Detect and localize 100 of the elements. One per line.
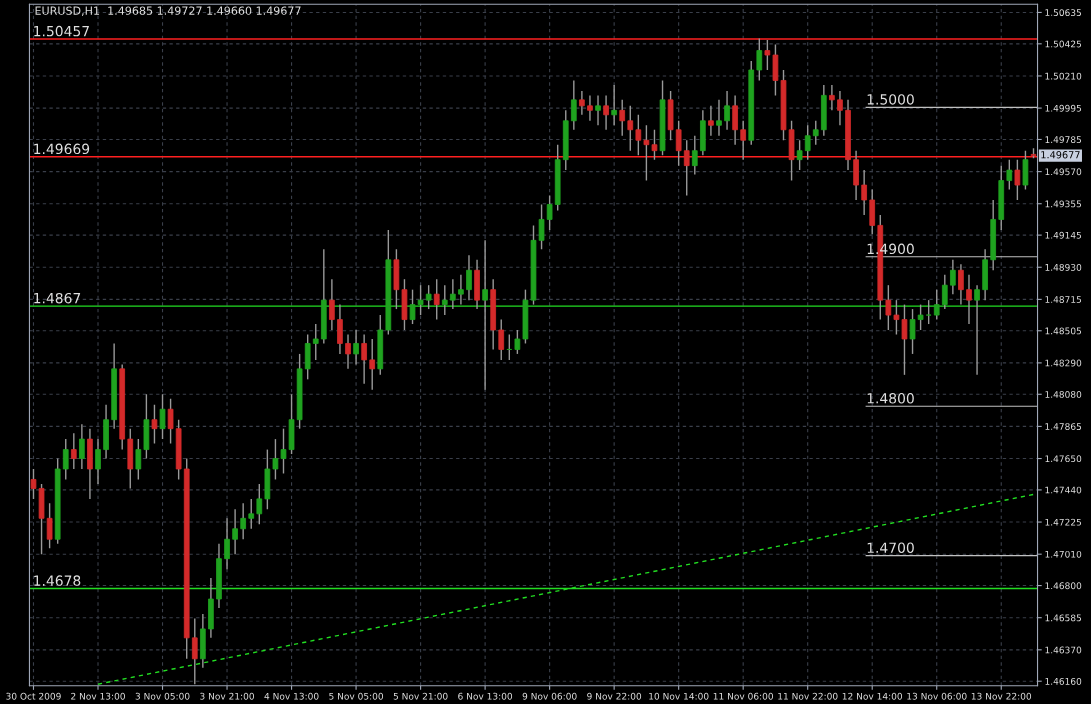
ref-line-label: 1.49669 (34, 143, 90, 155)
chart-title: EURUSD,H1 1.49685 1.49727 1.49660 1.49677 (35, 6, 301, 16)
x-tick-label: 9 Nov 22:00 (587, 692, 642, 700)
ref-line-label: 1.4800 (867, 393, 914, 404)
x-tick-label: 5 Nov 05:00 (329, 692, 384, 700)
candlestick (232, 508, 238, 555)
ref-line-label: 1.4678 (34, 575, 81, 586)
candlestick (829, 84, 835, 112)
candlestick (425, 284, 432, 310)
candlestick (151, 404, 158, 445)
candlestick (643, 124, 650, 182)
y-tick-label: 1.46370 (1045, 646, 1082, 654)
candlestick (796, 139, 803, 171)
candlestick (756, 37, 763, 82)
candlestick (159, 393, 166, 440)
y-tick-label: 1.47010 (1045, 550, 1082, 558)
text: 1.49677 (1041, 151, 1080, 159)
candlestick (812, 120, 819, 146)
x-tick-label: 11 Nov 22:00 (778, 692, 838, 700)
candlestick (135, 438, 142, 481)
y-tick-label: 1.50210 (1045, 72, 1082, 80)
candlestick (651, 129, 658, 161)
y-tick-label: 1.46160 (1045, 677, 1082, 685)
candlestick (635, 114, 642, 156)
candlestick (950, 259, 956, 295)
candlestick (804, 124, 811, 161)
candlestick (409, 288, 416, 325)
x-tick-label: 3 Nov 05:00 (135, 692, 190, 700)
candlestick (441, 284, 448, 316)
candlestick (587, 94, 593, 122)
candlestick (861, 169, 867, 216)
candlestick (603, 94, 609, 131)
candlestick (909, 308, 916, 355)
candlestick (885, 284, 892, 331)
x-tick-label: 6 Nov 13:00 (458, 692, 513, 700)
candlestick (353, 329, 359, 366)
candlestick (716, 99, 722, 137)
candlestick (691, 135, 698, 176)
candlestick (240, 502, 247, 540)
y-tick-label: 1.47865 (1045, 423, 1082, 430)
candlestick (579, 90, 585, 116)
candlestick (675, 120, 682, 167)
y-tick-label: 1.48715 (1045, 296, 1082, 303)
y-tick-label: 1.48080 (1045, 391, 1082, 398)
candlestick (933, 288, 940, 321)
candlestick (248, 498, 255, 530)
y-tick-label: 1.49570 (1045, 168, 1082, 176)
candlestick (974, 284, 980, 376)
x-tick-label: 12 Nov 14:00 (842, 692, 903, 700)
y-tick-label: 1.48505 (1045, 327, 1082, 335)
candlestick (482, 239, 488, 391)
y-tick-label: 1.50635 (1045, 9, 1082, 16)
candlestick (272, 438, 279, 481)
candlestick (1006, 158, 1013, 191)
x-tick-label: 13 Nov 06:00 (907, 692, 967, 700)
candlestick (619, 99, 626, 137)
candlestick (95, 438, 101, 485)
x-tick-label: 9 Nov 06:00 (522, 692, 577, 700)
candlestick (417, 284, 424, 316)
candlestick (683, 139, 690, 197)
candlestick (941, 274, 948, 310)
candlestick (514, 329, 521, 355)
ref-line-label: 1.4867 (34, 292, 81, 304)
candlestick (925, 299, 932, 325)
x-tick-label: 4 Nov 13:00 (264, 692, 319, 700)
candlestick (224, 517, 230, 570)
y-tick-label: 1.47225 (1045, 518, 1082, 526)
candlestick (724, 90, 730, 131)
candlestick (345, 333, 351, 370)
candlestick (893, 299, 900, 336)
x-tick-label: 5 Nov 21:00 (393, 692, 448, 700)
candlestick (1014, 158, 1021, 201)
candlestick (167, 398, 174, 445)
candlestick (329, 278, 335, 331)
candlestick (46, 502, 53, 549)
y-tick-label: 1.48290 (1045, 359, 1082, 367)
candlestick (764, 39, 771, 71)
ref-line-label: 1.4700 (867, 542, 914, 553)
y-tick-label: 1.49355 (1045, 200, 1082, 208)
candlestick (191, 617, 198, 685)
x-tick-label: 10 Nov 14:00 (649, 692, 709, 700)
candlestick (466, 254, 472, 301)
candlestick (732, 94, 738, 146)
candlestick (917, 303, 924, 331)
y-tick-label: 1.48930 (1045, 263, 1082, 271)
y-tick-label: 1.46800 (1045, 582, 1082, 590)
y-tick-label: 1.49995 (1045, 104, 1082, 112)
y-tick-label: 1.46585 (1045, 614, 1082, 622)
ref-line-label: 1.50457 (34, 25, 89, 37)
candlestick (312, 323, 319, 361)
candlestick (611, 84, 617, 126)
candlestick (627, 105, 634, 152)
x-tick-label: 13 Nov 22:00 (971, 692, 1032, 700)
y-tick-label: 1.47440 (1045, 486, 1082, 494)
candlestick (62, 438, 69, 481)
candlestick (966, 274, 972, 325)
candlestick (433, 278, 440, 321)
x-tick-label: 30 Oct 2009 (6, 692, 61, 700)
x-tick-label: 11 Nov 06:00 (713, 692, 774, 700)
candlestick (570, 79, 577, 131)
